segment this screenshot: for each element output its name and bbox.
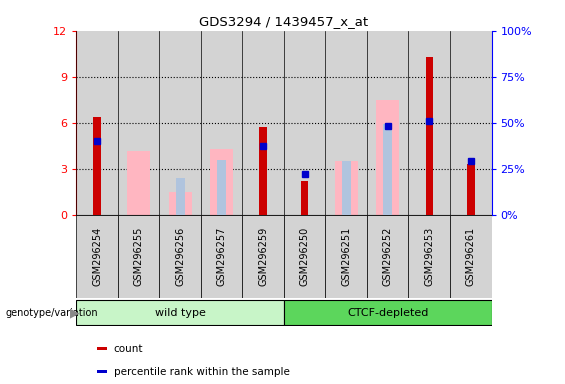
Bar: [383, 124, 392, 215]
Bar: [450, 31, 492, 215]
Bar: [127, 151, 150, 215]
Bar: [93, 117, 101, 215]
Bar: [367, 31, 408, 215]
Title: GDS3294 / 1439457_x_at: GDS3294 / 1439457_x_at: [199, 15, 368, 28]
Bar: [118, 215, 159, 298]
Bar: [159, 31, 201, 215]
Bar: [210, 149, 233, 215]
Bar: [325, 31, 367, 215]
Text: GSM296253: GSM296253: [424, 227, 434, 286]
Text: CTCF-depleted: CTCF-depleted: [347, 308, 428, 318]
Bar: [97, 348, 107, 351]
Text: GSM296255: GSM296255: [133, 227, 144, 286]
Text: wild type: wild type: [155, 308, 206, 318]
Bar: [325, 215, 367, 298]
Bar: [97, 370, 107, 373]
Text: GSM296250: GSM296250: [299, 227, 310, 286]
Text: GSM296259: GSM296259: [258, 227, 268, 286]
Bar: [76, 31, 118, 215]
Text: count: count: [114, 344, 143, 354]
Text: GSM296257: GSM296257: [216, 227, 227, 286]
Bar: [76, 215, 118, 298]
Bar: [169, 192, 192, 215]
Bar: [301, 181, 308, 215]
Bar: [450, 215, 492, 298]
Bar: [342, 161, 351, 215]
Bar: [467, 164, 475, 215]
Text: GSM296252: GSM296252: [383, 227, 393, 286]
Bar: [201, 215, 242, 298]
Bar: [242, 215, 284, 298]
Bar: [284, 31, 325, 215]
Bar: [425, 57, 433, 215]
Bar: [284, 215, 325, 298]
Text: GSM296256: GSM296256: [175, 227, 185, 286]
Text: GSM296251: GSM296251: [341, 227, 351, 286]
Bar: [408, 215, 450, 298]
Bar: [408, 31, 450, 215]
Text: percentile rank within the sample: percentile rank within the sample: [114, 367, 289, 377]
Text: ▶: ▶: [69, 306, 79, 319]
Text: genotype/variation: genotype/variation: [6, 308, 98, 318]
Bar: [376, 100, 399, 215]
Bar: [242, 31, 284, 215]
Bar: [201, 31, 242, 215]
Bar: [335, 161, 358, 215]
Bar: [284, 300, 492, 325]
Text: GSM296261: GSM296261: [466, 227, 476, 286]
Bar: [176, 178, 185, 215]
Text: GSM296254: GSM296254: [92, 227, 102, 286]
Bar: [76, 300, 284, 325]
Bar: [259, 127, 267, 215]
Bar: [118, 31, 159, 215]
Bar: [159, 215, 201, 298]
Bar: [367, 215, 408, 298]
Bar: [217, 160, 226, 215]
